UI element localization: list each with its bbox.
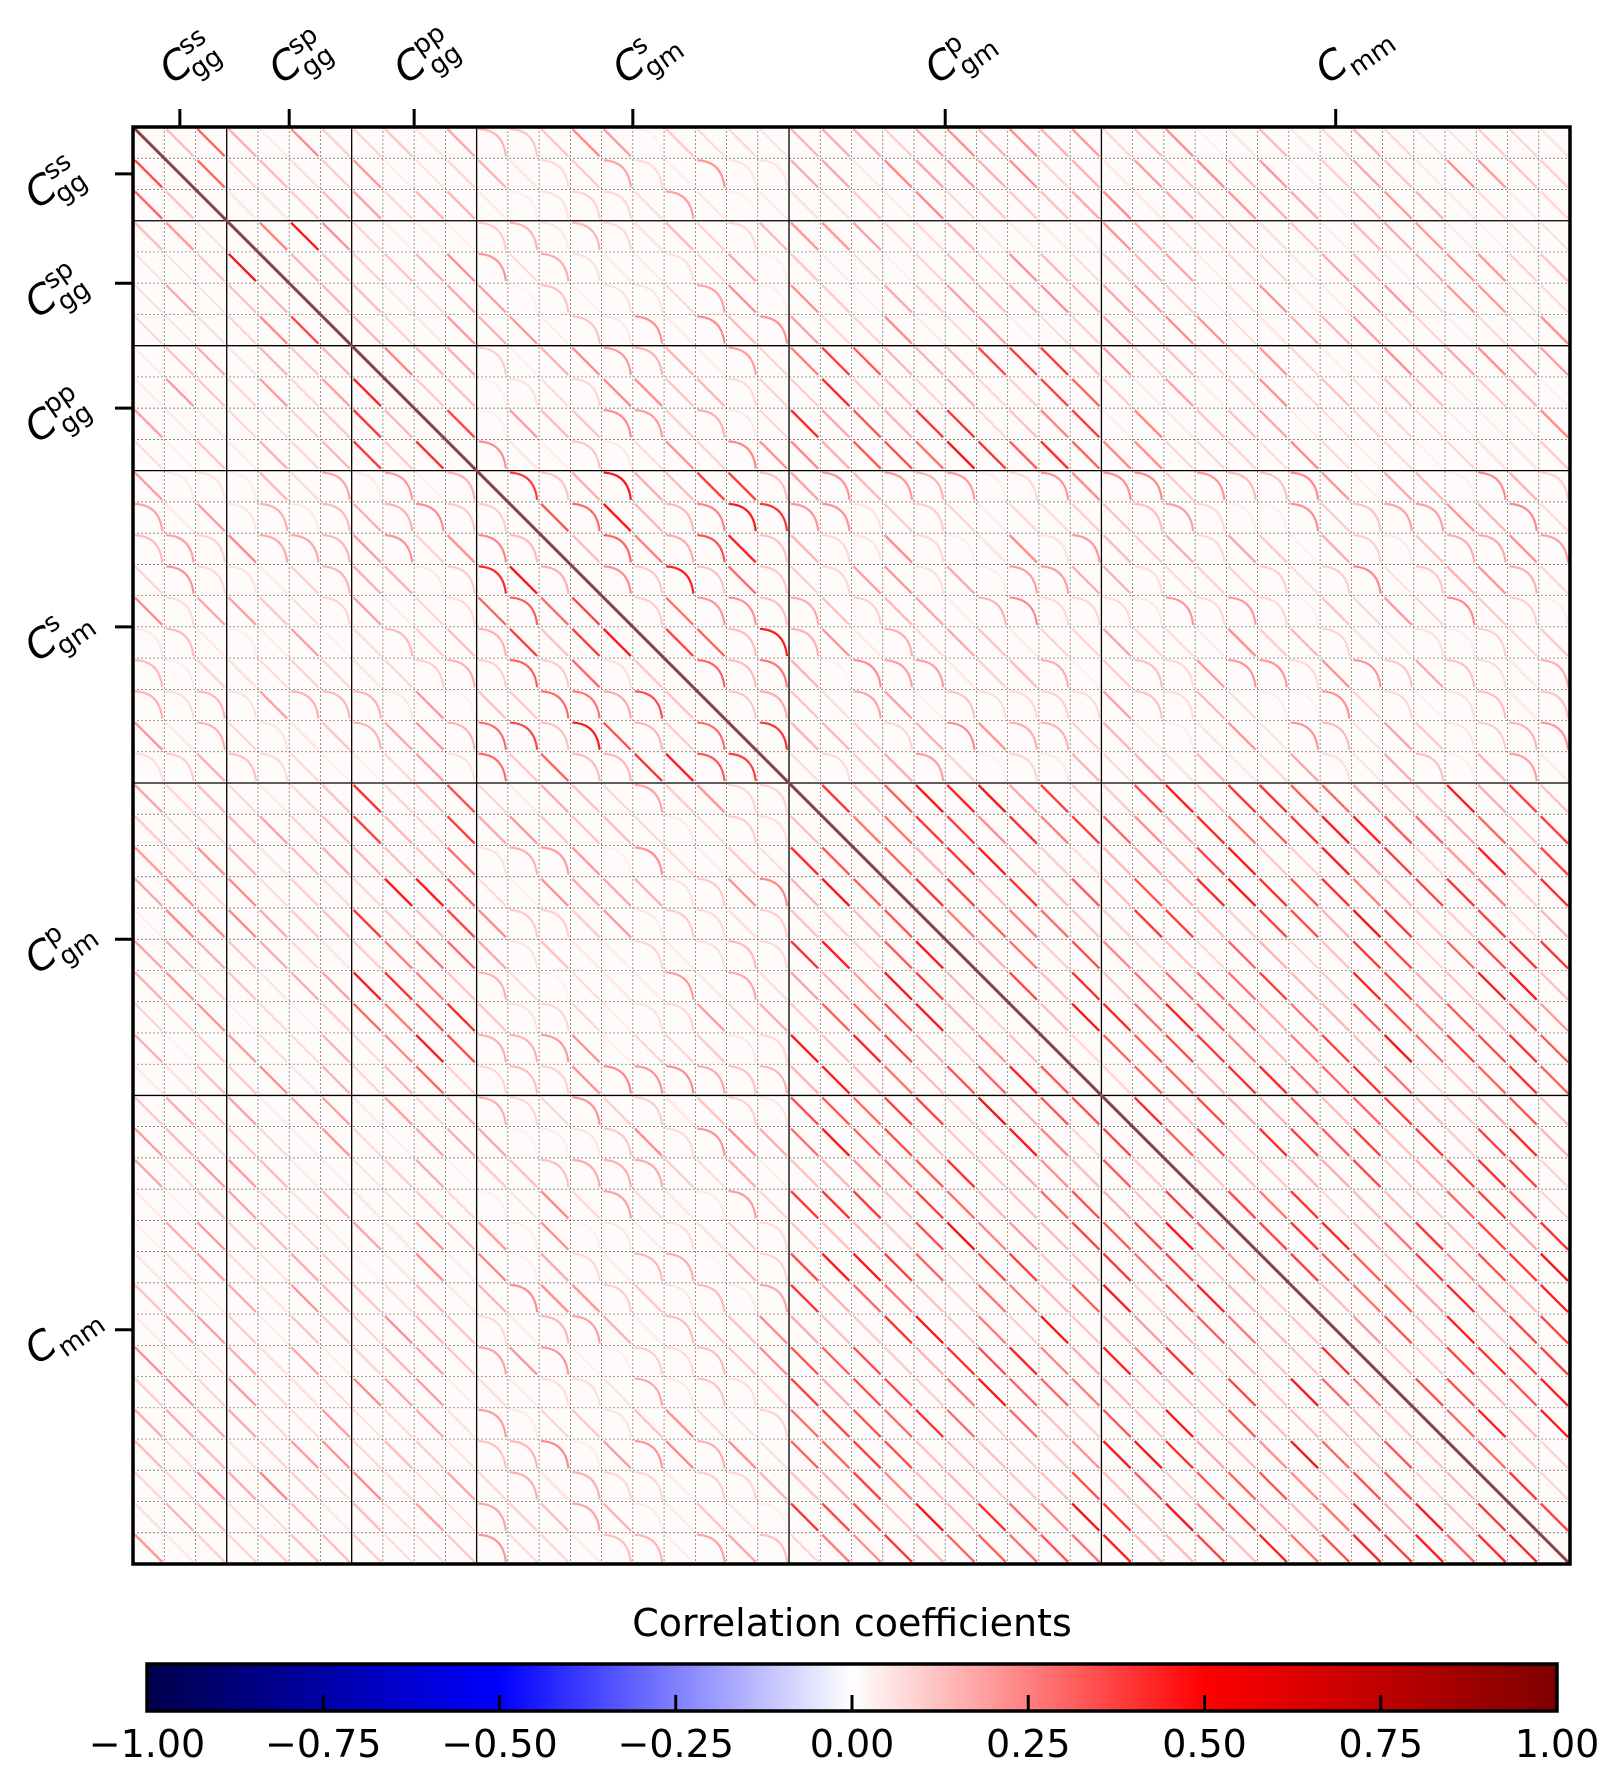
- colorbar-tick-label: −0.50: [441, 1722, 557, 1766]
- colorbar-tick-label: −0.75: [265, 1722, 381, 1766]
- colorbar-label: Correlation coefficients: [632, 1601, 1072, 1645]
- left-tick-label: Cssgg: [15, 145, 94, 224]
- top-tick-label: Cspgg: [259, 19, 340, 99]
- left-axis-ticks: Cssgg Cspgg Cppgg Csgm Cpgm Cmm: [15, 145, 133, 1379]
- left-tick-label: Cmm: [16, 1291, 111, 1379]
- colorbar-tick-label: 1.00: [1515, 1722, 1600, 1766]
- top-tick-label: Cmm: [1307, 10, 1402, 98]
- colorbar-tick-label: 0.75: [1338, 1722, 1423, 1766]
- left-tick-label: Cpgm: [15, 903, 105, 989]
- top-tick-label: Cpgm: [915, 12, 1005, 98]
- left-tick-label: Cppgg: [15, 376, 99, 458]
- top-axis-ticks: Cssgg Cspgg Cppgg Csgm Cpgm Cmm: [149, 10, 1401, 127]
- colorbar-tick-label: 0.25: [986, 1722, 1071, 1766]
- colorbar-tick-label: 0.50: [1162, 1722, 1247, 1766]
- colorbar-tick-label: −0.25: [618, 1722, 734, 1766]
- left-tick-label: Csgm: [15, 592, 103, 677]
- colorbar-tick-label: −1.00: [89, 1722, 205, 1766]
- colorbar: Correlation coefficients −1.00 −0.75 −0.50…: [89, 1601, 1600, 1766]
- top-tick-label: Csgm: [602, 14, 690, 99]
- left-tick-label: Cspgg: [15, 253, 96, 333]
- top-tick-label: Cppgg: [384, 17, 468, 99]
- colorbar-tick-label: 0.00: [810, 1722, 895, 1766]
- top-tick-label: Cssgg: [149, 20, 228, 99]
- correlation-matrix: Cssgg Cspgg Cppgg Csgm Cpgm Cmm Cssgg Cspgg Cpp…: [15, 10, 1570, 1564]
